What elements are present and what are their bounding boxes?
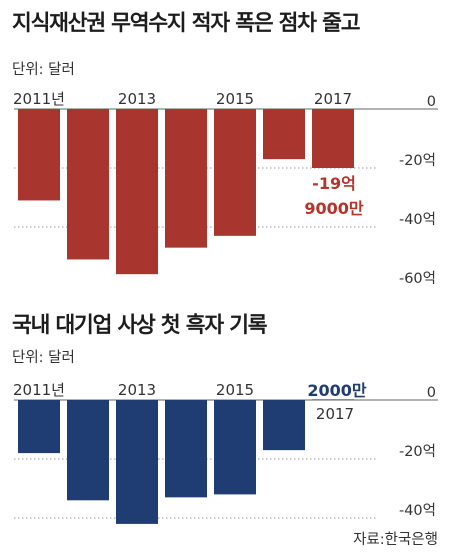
chart1-title: 지식재산권 무역수지 적자 폭은 점차 줄고	[12, 11, 360, 36]
chart1-unit-label: 단위: 달러	[12, 62, 75, 78]
chart1-y-tick-label: -20억	[399, 152, 436, 169]
chart1-x-tick-label: 2017	[314, 90, 352, 108]
chart2-x-tick-label: 2015	[216, 381, 254, 399]
chart2-bar-2017	[312, 399, 354, 400]
chart2-bar-2016	[263, 400, 305, 451]
chart1-bar-2016	[263, 109, 305, 160]
chart2-annotation: 2000만	[307, 381, 367, 400]
chart1-bar-2017	[312, 109, 354, 168]
chart1-bar-2012	[67, 109, 109, 260]
chart2-bar-2013	[116, 400, 158, 524]
chart1-bar-2015	[214, 109, 256, 236]
chart2-x-tick-label: 2013	[118, 381, 156, 399]
chart1-bar-2014	[165, 109, 207, 248]
chart2-bar-2014	[165, 400, 207, 498]
chart1-bar-2013	[116, 109, 158, 275]
chart2-y-tick-label: 0	[427, 385, 436, 401]
chart2-unit-label: 단위: 달러	[12, 350, 75, 366]
chart2-plot: 0 -20억 -40억 2011년 2013 2015 2017 2000만	[13, 381, 438, 524]
chart1-y-tick-label: 0	[427, 94, 436, 110]
chart1-y-tick-label: -40억	[399, 211, 436, 228]
chart1-bar-2011	[18, 109, 60, 201]
chart1-y-tick-label: -60억	[399, 270, 436, 284]
chart2-bar-2012	[67, 400, 109, 501]
chart2-x-tick-label: 2011년	[13, 381, 65, 399]
chart2-y-tick-label: -40억	[399, 502, 436, 519]
chart2-title: 국내 대기업 사상 첫 흑자 기록	[12, 313, 268, 338]
chart1-x-tick-label: 2013	[118, 90, 156, 108]
chart1-x-tick-label: 2015	[216, 90, 254, 108]
source-label: 자료:한국은행	[353, 532, 438, 548]
chart1-plot: 0 -20억 -40억 -60억 2011년 2013 2015 2017 -19억 9000만	[13, 90, 438, 284]
chart1-annotation-line1: -19억	[312, 174, 356, 193]
chart1-annotation-line2: 9000만	[304, 199, 364, 218]
chart2-y-tick-label: -20억	[399, 443, 436, 460]
chart2-x-tick-label: 2017	[316, 405, 354, 423]
chart2-bar-2011	[18, 400, 60, 454]
chart1-x-tick-label: 2011년	[13, 90, 65, 108]
chart2-bar-2015	[214, 400, 256, 495]
